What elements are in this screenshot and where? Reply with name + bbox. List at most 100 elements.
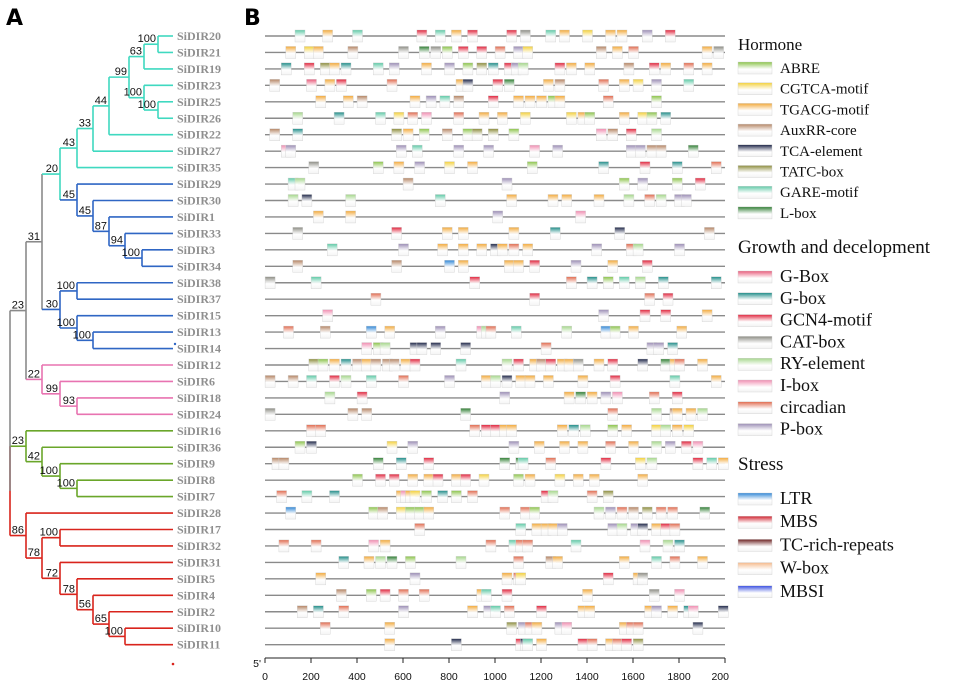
motif-box [432,473,444,487]
legend-swatch [737,103,773,116]
motif-box [619,556,630,569]
legend-swatch [737,185,773,199]
motif-box [701,46,713,59]
motif-box [701,309,713,322]
gene-label: SiDIR11 [177,638,220,652]
bootstrap-value: 65 [95,613,107,625]
motif-box [458,46,469,59]
motif-box [264,375,276,388]
motif-box [340,62,352,76]
motif-box [338,605,349,618]
motif-box [570,539,582,553]
motif-box [603,490,614,503]
legend-swatch [737,123,773,137]
bootstrap-value: 44 [95,95,107,107]
motif-box [306,79,317,92]
motif-box [660,62,671,76]
motif-box [547,194,559,207]
motif-box [561,325,572,339]
motif-box [504,260,515,273]
motif-box [347,46,359,59]
motif-box [451,490,462,503]
motif-box [327,243,338,257]
motif-box [589,473,600,487]
motif-box [453,112,464,125]
motif-box [421,62,432,76]
motif-box [561,622,572,635]
legend-item-label: TC-rich-repeats [780,534,894,554]
motif-box [554,473,566,487]
motif-box [276,490,287,503]
motif-box [356,95,368,109]
motif-box [529,144,540,158]
motif-box [283,325,294,339]
motif-box [414,161,425,174]
motif-box [662,293,674,306]
motif-box [649,589,660,602]
motif-box [593,194,605,207]
legend-item-label: circadian [780,397,846,417]
motif-box [552,144,563,158]
motif-box [547,490,559,503]
legend-group-title: Growth and decelopment [738,237,931,258]
motif-box [688,144,699,158]
motif-box [294,29,306,43]
motif-box [683,79,694,92]
motif-box [621,424,632,437]
bootstrap-value: 31 [28,231,40,243]
motif-box [315,95,326,109]
motif-box [619,276,630,289]
motif-box [607,260,618,273]
motif-box [649,391,660,405]
motif-box [662,539,674,553]
motif-box [584,112,595,125]
bootstrap-value: 100 [138,99,156,111]
motif-box [628,441,639,454]
motif-box [437,490,448,503]
motif-box [669,556,681,569]
motif-box [718,605,729,618]
motif-box [322,309,333,322]
gene-label: SiDIR12 [177,358,221,372]
motif-box [292,128,303,141]
motif-box [442,227,453,240]
motif-box [554,95,566,109]
motif-box [458,260,469,273]
motif-box [713,46,724,59]
motif-box [338,556,349,569]
motif-box [499,506,510,520]
motif-box [405,506,416,520]
motif-box [488,95,499,109]
gene-label: SiDIR15 [177,309,221,323]
motif-box [508,243,520,257]
motif-box [386,441,398,454]
motif-box [416,342,428,355]
motif-box [476,243,487,257]
motif-box [566,62,577,76]
motif-box [297,605,308,618]
motif-box [485,325,497,339]
motif-box [561,194,572,207]
motif-box [352,29,363,43]
position-axis: 5'0 200 400 600 800 1000 1200 1400 1600 1800 200 [253,657,729,683]
motif-box [439,95,451,109]
motif-box [637,177,648,191]
motif-box [317,358,329,372]
legend-swatch [737,314,773,327]
gene-label: SiDIR18 [177,391,221,405]
motif-box [513,260,524,273]
motif-box [563,391,575,405]
gene-label: SiDIR23 [177,78,221,92]
motif-box [435,194,446,207]
motif-box [695,177,706,191]
motif-box [536,358,547,372]
legend-swatch [737,401,773,414]
motif-box [660,309,671,322]
motif-box [609,375,621,388]
motif-box [324,391,336,405]
motif-box [333,112,345,125]
motif-box [711,375,722,388]
motif-box [672,424,683,437]
motif-box [425,95,437,109]
